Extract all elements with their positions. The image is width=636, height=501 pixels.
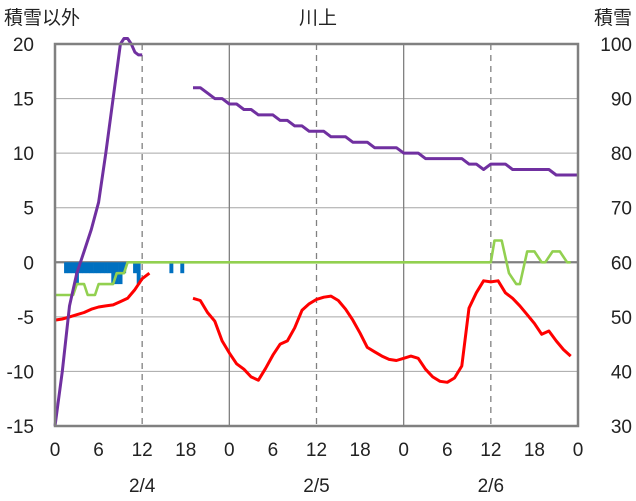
x-tick-label: 0 [50,440,61,461]
x-tick-label: 18 [350,440,371,461]
x-tick-label: 6 [268,440,279,461]
left-tick-label: -10 [7,362,34,383]
x-tick-label: 0 [224,440,235,461]
precip-bar [64,262,69,274]
right-tick-label: 80 [611,144,632,165]
x-tick-label: 12 [132,440,153,461]
left-tick-label: -15 [7,417,34,438]
x-tick-label: 6 [442,440,453,461]
x-tick-label: 18 [175,440,196,461]
precip-bar [107,262,112,274]
x-tick-label: 12 [480,440,501,461]
precip-bar [180,262,185,274]
precip-bar [111,262,116,285]
precip-bar [67,262,72,274]
left-tick-label: 20 [13,35,34,56]
series-layer [53,37,578,427]
precip-bar [104,262,108,274]
left-axis-label: 積雪以外 [4,7,80,29]
snow-depth-line [53,37,143,427]
left-tick-label: 10 [13,144,34,165]
precip-bar [100,262,105,274]
x-tick-label: 6 [93,440,104,461]
left-tick-label: 15 [13,90,34,111]
precip-bar [96,262,101,274]
x-date-label: 2/4 [129,476,156,497]
precip-bar [93,262,98,274]
right-axis-label: 積雪 [594,7,632,29]
left-tick-label: 0 [23,253,34,274]
precip-bar [71,262,76,274]
right-tick-label: 100 [600,35,632,56]
x-tick-label: 0 [398,440,409,461]
precip-bar [89,262,94,274]
precip-bar [133,262,138,274]
right-tick-label: 90 [611,90,632,111]
x-tick-label: 12 [306,440,327,461]
wind-line [55,239,571,297]
precip-bar [82,262,87,274]
precip-bar [85,262,90,274]
temperature-line [192,279,572,384]
right-tick-label: 40 [611,362,632,383]
x-tick-label: 0 [573,440,584,461]
x-date-label: 2/6 [478,476,504,497]
right-tick-label: 50 [611,308,632,329]
temperature-line [54,272,151,322]
precip-bar [122,262,127,274]
grid-layer [55,44,578,426]
chart-title: 川上 [299,7,337,29]
left-tick-label: 5 [23,199,34,220]
precip-bar [136,262,141,285]
left-tick-label: -5 [17,308,34,329]
right-tick-label: 60 [611,253,632,274]
right-tick-label: 70 [611,199,632,220]
right-tick-label: 30 [611,417,632,438]
x-date-label: 2/5 [303,476,329,497]
plot-frame [53,42,580,428]
snow-depth-line [193,86,578,177]
precip-bar [78,262,83,274]
precip-bar [169,262,174,274]
x-tick-label: 18 [524,440,545,461]
